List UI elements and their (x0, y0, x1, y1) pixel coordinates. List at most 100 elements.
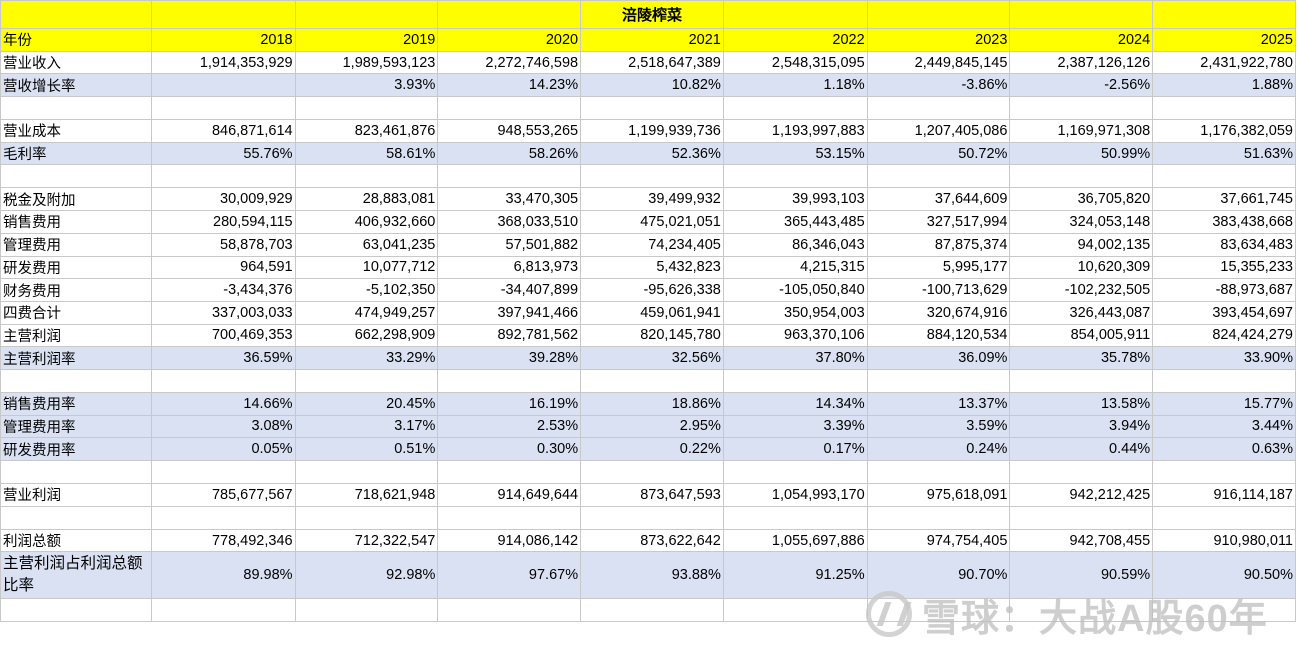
value-cell[interactable]: 2,518,647,389 (580, 50, 724, 75)
value-cell[interactable]: 39.28% (437, 346, 582, 370)
value-cell[interactable]: 820,145,780 (580, 323, 724, 348)
value-cell[interactable]: -34,407,899 (437, 278, 582, 302)
empty-cell[interactable] (1152, 96, 1296, 121)
value-cell[interactable]: 914,086,142 (437, 528, 582, 553)
empty-cell[interactable] (294, 598, 439, 623)
value-cell[interactable]: 350,954,003 (722, 300, 868, 325)
empty-cell[interactable] (866, 96, 1011, 121)
empty-cell[interactable] (580, 368, 724, 393)
empty-cell[interactable] (150, 505, 296, 530)
value-cell[interactable]: 0.30% (437, 437, 582, 461)
year-header-cell[interactable]: 2020 (437, 28, 582, 52)
empty-cell[interactable] (294, 368, 439, 393)
row-label[interactable]: 主营利润率 (0, 346, 152, 370)
value-cell[interactable]: -88,973,687 (1152, 278, 1296, 302)
value-cell[interactable]: -105,050,840 (722, 278, 868, 302)
value-cell[interactable]: 87,875,374 (866, 232, 1011, 257)
value-cell[interactable]: 4,215,315 (722, 255, 868, 280)
value-cell[interactable]: 63,041,235 (294, 232, 439, 257)
empty-cell[interactable] (722, 368, 868, 393)
empty-cell[interactable] (294, 164, 439, 189)
value-cell[interactable]: 383,438,668 (1152, 210, 1296, 234)
value-cell[interactable]: 28,883,081 (294, 187, 439, 212)
empty-cell[interactable] (580, 96, 724, 121)
year-header-cell[interactable]: 2022 (722, 28, 868, 52)
value-cell[interactable]: 1,207,405,086 (866, 119, 1011, 143)
value-cell[interactable]: 718,621,948 (294, 483, 439, 507)
year-header-cell[interactable]: 2019 (294, 28, 439, 52)
value-cell[interactable]: 1,199,939,736 (580, 119, 724, 143)
cell[interactable] (1009, 0, 1154, 29)
value-cell[interactable]: 327,517,994 (866, 210, 1011, 234)
value-cell[interactable]: 14.66% (150, 391, 296, 416)
value-cell[interactable]: 884,120,534 (866, 323, 1011, 348)
empty-cell[interactable] (294, 96, 439, 121)
row-label[interactable]: 毛利率 (0, 141, 152, 166)
row-label[interactable]: 主营利润占利润总额比率 (0, 551, 152, 600)
year-header-cell[interactable]: 2023 (866, 28, 1011, 52)
value-cell[interactable]: 393,454,697 (1152, 300, 1296, 325)
value-cell[interactable]: 406,932,660 (294, 210, 439, 234)
value-cell[interactable]: 974,754,405 (866, 528, 1011, 553)
value-cell[interactable]: 320,674,916 (866, 300, 1011, 325)
empty-cell[interactable] (1152, 598, 1296, 623)
value-cell[interactable]: 3.39% (722, 414, 868, 439)
cell[interactable] (722, 0, 868, 29)
empty-cell[interactable] (437, 505, 582, 530)
value-cell[interactable]: 15,355,233 (1152, 255, 1296, 280)
value-cell[interactable]: 397,941,466 (437, 300, 582, 325)
row-label[interactable]: 销售费用率 (0, 391, 152, 416)
value-cell[interactable]: 32.56% (580, 346, 724, 370)
empty-cell[interactable] (866, 598, 1011, 623)
value-cell[interactable]: 10,620,309 (1009, 255, 1154, 280)
empty-cell[interactable] (294, 505, 439, 530)
value-cell[interactable]: 948,553,265 (437, 119, 582, 143)
empty-cell[interactable] (437, 368, 582, 393)
empty-cell[interactable] (866, 164, 1011, 189)
value-cell[interactable]: 3.94% (1009, 414, 1154, 439)
empty-cell[interactable] (0, 598, 152, 623)
value-cell[interactable]: 94,002,135 (1009, 232, 1154, 257)
value-cell[interactable]: 0.51% (294, 437, 439, 461)
row-label[interactable]: 营业收入 (0, 50, 152, 75)
value-cell[interactable]: 475,021,051 (580, 210, 724, 234)
empty-cell[interactable] (866, 460, 1011, 484)
empty-cell[interactable] (1009, 368, 1154, 393)
empty-cell[interactable] (0, 505, 152, 530)
value-cell[interactable]: 892,781,562 (437, 323, 582, 348)
value-cell[interactable]: 14.23% (437, 73, 582, 98)
value-cell[interactable]: 50.99% (1009, 141, 1154, 166)
value-cell[interactable]: -95,626,338 (580, 278, 724, 302)
value-cell[interactable]: -102,232,505 (1009, 278, 1154, 302)
empty-cell[interactable] (1152, 460, 1296, 484)
value-cell[interactable]: 0.44% (1009, 437, 1154, 461)
value-cell[interactable]: 6,813,973 (437, 255, 582, 280)
value-cell[interactable]: 785,677,567 (150, 483, 296, 507)
cell[interactable] (150, 0, 296, 29)
value-cell[interactable]: 824,424,279 (1152, 323, 1296, 348)
value-cell[interactable]: -5,102,350 (294, 278, 439, 302)
value-cell[interactable]: 846,871,614 (150, 119, 296, 143)
row-label[interactable]: 财务费用 (0, 278, 152, 302)
value-cell[interactable]: 37,661,745 (1152, 187, 1296, 212)
value-cell[interactable]: 16.19% (437, 391, 582, 416)
empty-cell[interactable] (1152, 164, 1296, 189)
value-cell[interactable]: 459,061,941 (580, 300, 724, 325)
value-cell[interactable]: 1,169,971,308 (1009, 119, 1154, 143)
empty-cell[interactable] (294, 460, 439, 484)
value-cell[interactable]: 33.29% (294, 346, 439, 370)
value-cell[interactable]: 92.98% (294, 551, 439, 600)
value-cell[interactable]: 712,322,547 (294, 528, 439, 553)
value-cell[interactable]: 2,387,126,126 (1009, 50, 1154, 75)
value-cell[interactable]: 1,176,382,059 (1152, 119, 1296, 143)
value-cell[interactable]: 10,077,712 (294, 255, 439, 280)
value-cell[interactable]: 2.95% (580, 414, 724, 439)
empty-cell[interactable] (580, 460, 724, 484)
value-cell[interactable]: 3.59% (866, 414, 1011, 439)
value-cell[interactable]: -100,713,629 (866, 278, 1011, 302)
empty-cell[interactable] (1009, 164, 1154, 189)
value-cell[interactable]: 662,298,909 (294, 323, 439, 348)
value-cell[interactable]: 942,212,425 (1009, 483, 1154, 507)
empty-cell[interactable] (150, 96, 296, 121)
value-cell[interactable]: 1,055,697,886 (722, 528, 868, 553)
